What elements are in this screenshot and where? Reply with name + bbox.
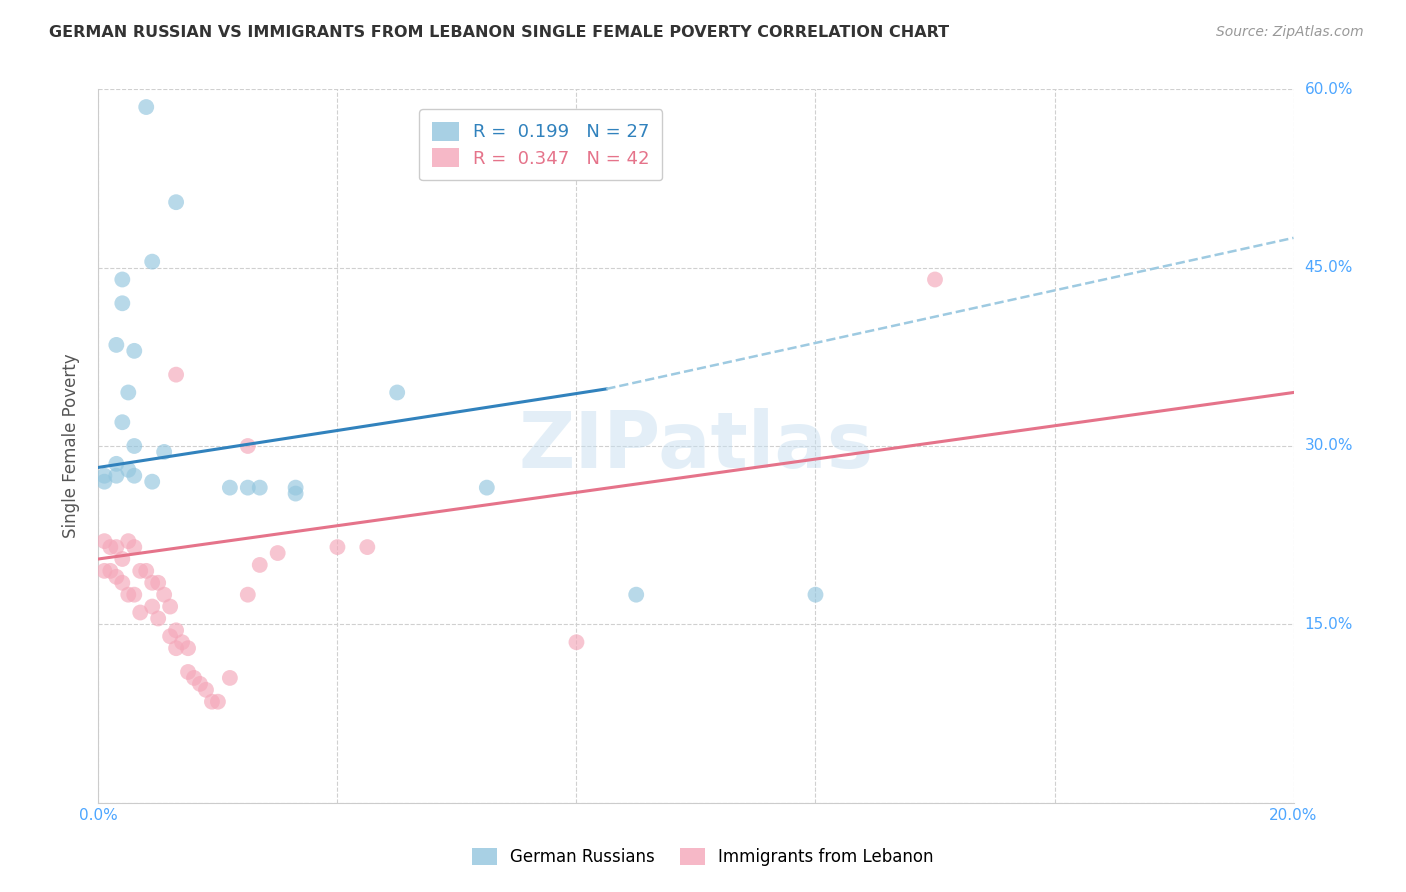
Point [195,682,218,697]
Point [153,445,176,459]
Point [93,564,115,578]
Point [111,415,134,429]
Point [93,534,115,549]
Point [129,606,152,620]
Point [177,665,200,679]
Point [207,695,229,709]
Point [565,635,588,649]
Point [249,481,271,495]
Point [124,588,146,602]
Text: 45.0%: 45.0% [1305,260,1353,275]
Point [219,481,242,495]
Point [117,534,139,549]
Point [804,588,827,602]
Legend: German Russians, Immigrants from Lebanon: German Russians, Immigrants from Lebanon [465,841,941,873]
Point [111,296,134,310]
Point [236,588,259,602]
Point [475,481,498,495]
Point [165,195,187,210]
Text: 30.0%: 30.0% [1305,439,1353,453]
Point [105,457,128,471]
Point [385,385,409,400]
Point [98,564,122,578]
Point [93,475,115,489]
Point [165,624,187,638]
Point [148,611,170,625]
Point [165,641,187,656]
Point [159,599,181,614]
Point [117,463,139,477]
Point [111,575,134,590]
Point [141,599,163,614]
Point [111,552,134,566]
Point [124,540,146,554]
Point [124,468,146,483]
Point [117,385,139,400]
Point [105,468,128,483]
Point [105,540,128,554]
Text: GERMAN RUSSIAN VS IMMIGRANTS FROM LEBANON SINGLE FEMALE POVERTY CORRELATION CHAR: GERMAN RUSSIAN VS IMMIGRANTS FROM LEBANO… [49,25,949,40]
Y-axis label: Single Female Poverty: Single Female Poverty [62,354,80,538]
Point [284,486,307,500]
Point [188,677,211,691]
Point [141,575,163,590]
Point [165,368,187,382]
Point [172,635,194,649]
Point [124,343,146,358]
Point [148,575,170,590]
Point [326,540,349,554]
Point [201,695,224,709]
Text: ZIPatlas: ZIPatlas [519,408,873,484]
Text: 60.0%: 60.0% [1305,82,1353,96]
Point [177,641,200,656]
Point [219,671,242,685]
Text: 15.0%: 15.0% [1305,617,1353,632]
Point [141,254,163,268]
Point [236,439,259,453]
Text: Source: ZipAtlas.com: Source: ZipAtlas.com [1216,25,1364,39]
Point [924,272,946,286]
Point [135,100,157,114]
Point [284,481,307,495]
Point [236,481,259,495]
Point [159,629,181,643]
Point [105,570,128,584]
Point [267,546,290,560]
Legend: R =  0.199   N = 27, R =  0.347   N = 42: R = 0.199 N = 27, R = 0.347 N = 42 [419,109,662,180]
Point [153,588,176,602]
Point [105,338,128,352]
Point [141,475,163,489]
Point [117,588,139,602]
Point [129,564,152,578]
Point [93,468,115,483]
Point [249,558,271,572]
Point [135,564,157,578]
Point [356,540,378,554]
Point [124,439,146,453]
Point [111,272,134,286]
Point [98,540,122,554]
Point [183,671,205,685]
Point [626,588,648,602]
